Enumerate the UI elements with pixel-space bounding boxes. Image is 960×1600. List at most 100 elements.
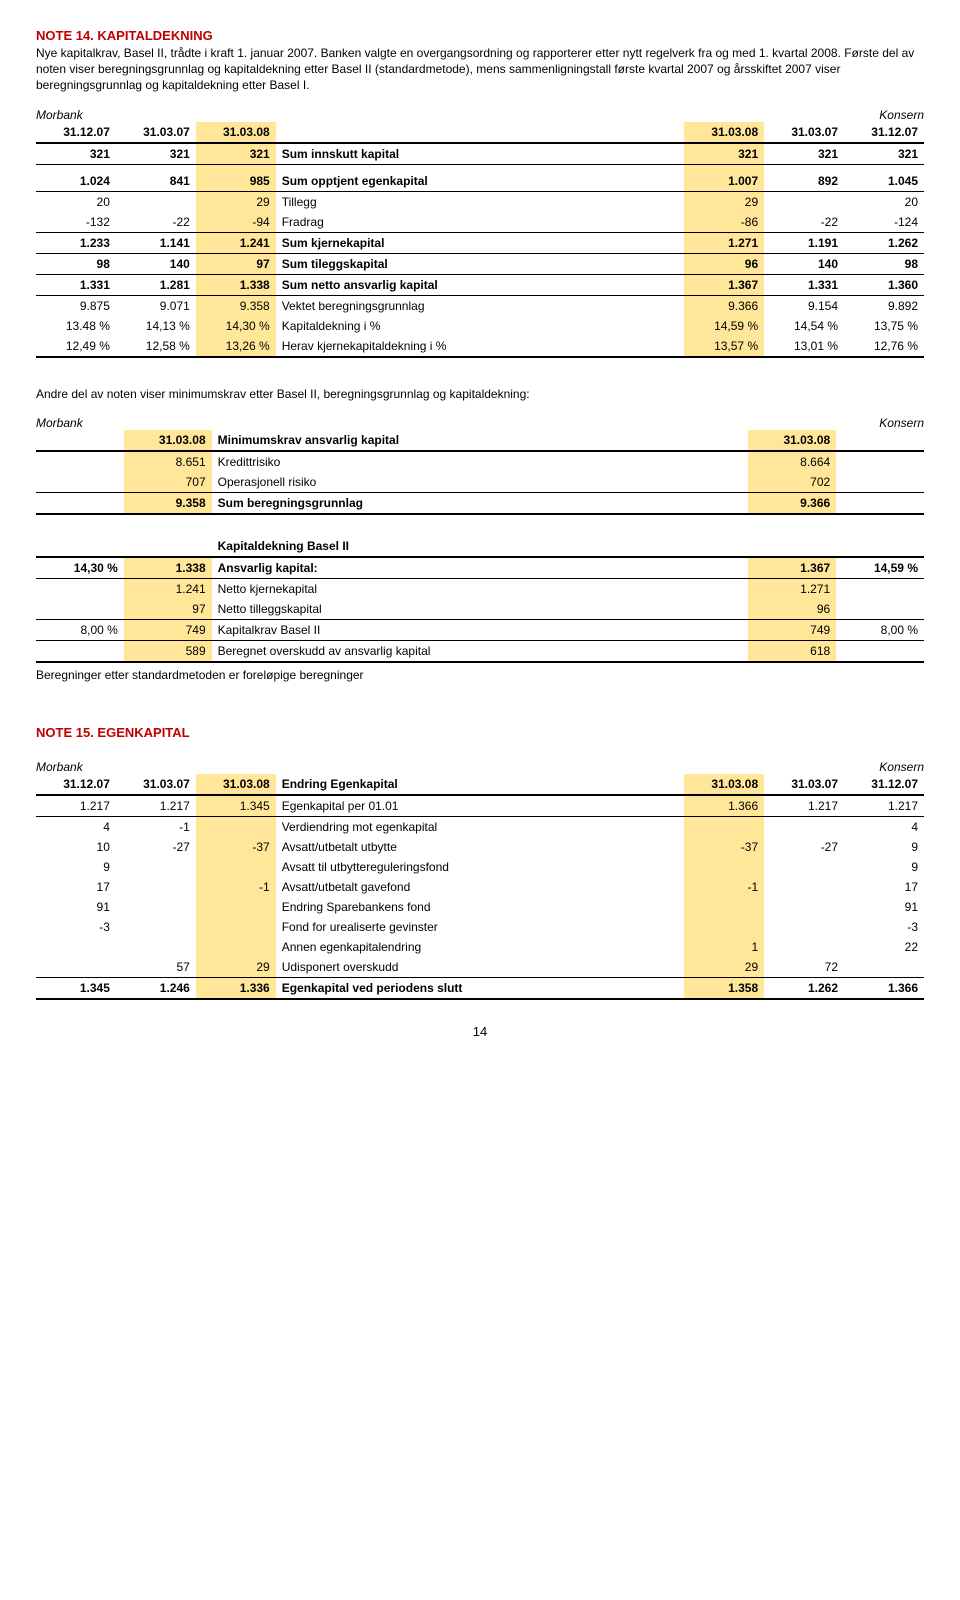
cell: 14,59 % xyxy=(684,316,764,336)
cell xyxy=(836,578,924,599)
header-cell: 31.03.08 xyxy=(684,122,764,143)
header-cell: 31.12.07 xyxy=(844,774,924,795)
cell: 22 xyxy=(844,937,924,957)
header-cell: 31.03.08 xyxy=(684,774,764,795)
morbank-label: Morbank xyxy=(36,760,83,774)
cell xyxy=(124,536,212,557)
cell: 1.262 xyxy=(764,977,844,999)
table-row: 91Endring Sparebankens fond91 xyxy=(36,897,924,917)
cell: 12,49 % xyxy=(36,336,116,357)
table-row: 707Operasjonell risiko702 xyxy=(36,472,924,493)
cell: 96 xyxy=(748,599,836,620)
cell: 1.366 xyxy=(684,795,764,817)
cell: Avsatt/utbetalt utbytte xyxy=(276,837,685,857)
cell: 1.191 xyxy=(764,232,844,253)
cell: Operasjonell risiko xyxy=(212,472,749,493)
cell xyxy=(36,472,124,493)
cell: 4 xyxy=(844,816,924,837)
cell: 140 xyxy=(116,253,196,274)
cell xyxy=(764,191,844,212)
table-row: 9814097Sum tileggskapital9614098 xyxy=(36,253,924,274)
cell: Kapitaldekning i % xyxy=(276,316,685,336)
table-row: -132-22-94Fradrag-86-22-124 xyxy=(36,212,924,233)
cell: 1.281 xyxy=(116,274,196,295)
note15-title: NOTE 15. EGENKAPITAL xyxy=(36,725,924,740)
cell xyxy=(36,451,124,472)
cell xyxy=(116,191,196,212)
cell: 1.045 xyxy=(844,171,924,192)
cell: Sum tileggskapital xyxy=(276,253,685,274)
cell xyxy=(196,857,276,877)
cell xyxy=(836,430,924,451)
cell: 12,76 % xyxy=(844,336,924,357)
cell: 1.331 xyxy=(764,274,844,295)
cell: 1.338 xyxy=(124,557,212,579)
konsern-label: Konsern xyxy=(879,416,924,430)
cell: 98 xyxy=(844,253,924,274)
cell xyxy=(836,451,924,472)
cell xyxy=(684,816,764,837)
cell: 97 xyxy=(196,253,276,274)
cell xyxy=(836,472,924,493)
table-row: 12,49 %12,58 %13,26 %Herav kjernekapital… xyxy=(36,336,924,357)
cell xyxy=(836,599,924,620)
table2: 31.03.08Minimumskrav ansvarlig kapital31… xyxy=(36,430,924,663)
cell: Udisponert overskudd xyxy=(276,957,685,978)
cell: 8.651 xyxy=(124,451,212,472)
cell xyxy=(116,897,196,917)
cell xyxy=(684,897,764,917)
table-row: 10-27-37Avsatt/utbetalt utbytte-37-279 xyxy=(36,837,924,857)
cell xyxy=(116,937,196,957)
cell: -132 xyxy=(36,212,116,233)
cell xyxy=(764,897,844,917)
cell: 14,30 % xyxy=(196,316,276,336)
cell: 9.358 xyxy=(124,492,212,514)
cell: 702 xyxy=(748,472,836,493)
konsern-label: Konsern xyxy=(879,760,924,774)
header-cell: 31.03.07 xyxy=(764,774,844,795)
header-cell: 31.03.07 xyxy=(116,774,196,795)
cell: 10 xyxy=(36,837,116,857)
table-row: 2029Tillegg2920 xyxy=(36,191,924,212)
cell xyxy=(36,957,116,978)
cell: 1.141 xyxy=(116,232,196,253)
cell xyxy=(36,578,124,599)
morbank-label: Morbank xyxy=(36,416,83,430)
cell: -27 xyxy=(116,837,196,857)
header-cell: 31.12.07 xyxy=(36,774,116,795)
table-row: 13.48 %14,13 %14,30 %Kapitaldekning i %1… xyxy=(36,316,924,336)
table-row: 9.358Sum beregningsgrunnlag9.366 xyxy=(36,492,924,514)
cell: 321 xyxy=(36,143,116,165)
cell: 321 xyxy=(116,143,196,165)
cell: 14,59 % xyxy=(836,557,924,579)
table-row: 1.3311.2811.338Sum netto ansvarlig kapit… xyxy=(36,274,924,295)
cell: -37 xyxy=(684,837,764,857)
cell: 321 xyxy=(684,143,764,165)
header-cell xyxy=(276,122,685,143)
cell: Avsatt til utbyttereguleringsfond xyxy=(276,857,685,877)
cell: 91 xyxy=(36,897,116,917)
cell: Minimumskrav ansvarlig kapital xyxy=(212,430,749,451)
table-row: 1.2331.1411.241Sum kjernekapital1.2711.1… xyxy=(36,232,924,253)
header-cell: 31.03.07 xyxy=(116,122,196,143)
table-row: 31.03.08Minimumskrav ansvarlig kapital31… xyxy=(36,430,924,451)
cell: 1.217 xyxy=(764,795,844,817)
cell: 1.233 xyxy=(36,232,116,253)
cell: 1.241 xyxy=(124,578,212,599)
cell: 8.664 xyxy=(748,451,836,472)
cell: 97 xyxy=(124,599,212,620)
cell xyxy=(764,857,844,877)
cell: -1 xyxy=(196,877,276,897)
cell: 31.03.08 xyxy=(748,430,836,451)
cell: 9 xyxy=(844,837,924,857)
table2-foot: Beregninger etter standardmetoden er for… xyxy=(36,667,924,683)
cell xyxy=(684,917,764,937)
cell xyxy=(836,492,924,514)
cell: 1.024 xyxy=(36,171,116,192)
cell: 841 xyxy=(116,171,196,192)
cell: 17 xyxy=(844,877,924,897)
mid-para: Andre del av noten viser minimumskrav et… xyxy=(36,386,924,402)
cell: 14,30 % xyxy=(36,557,124,579)
cell: Vektet beregningsgrunnlag xyxy=(276,295,685,316)
cell: 8,00 % xyxy=(36,619,124,640)
